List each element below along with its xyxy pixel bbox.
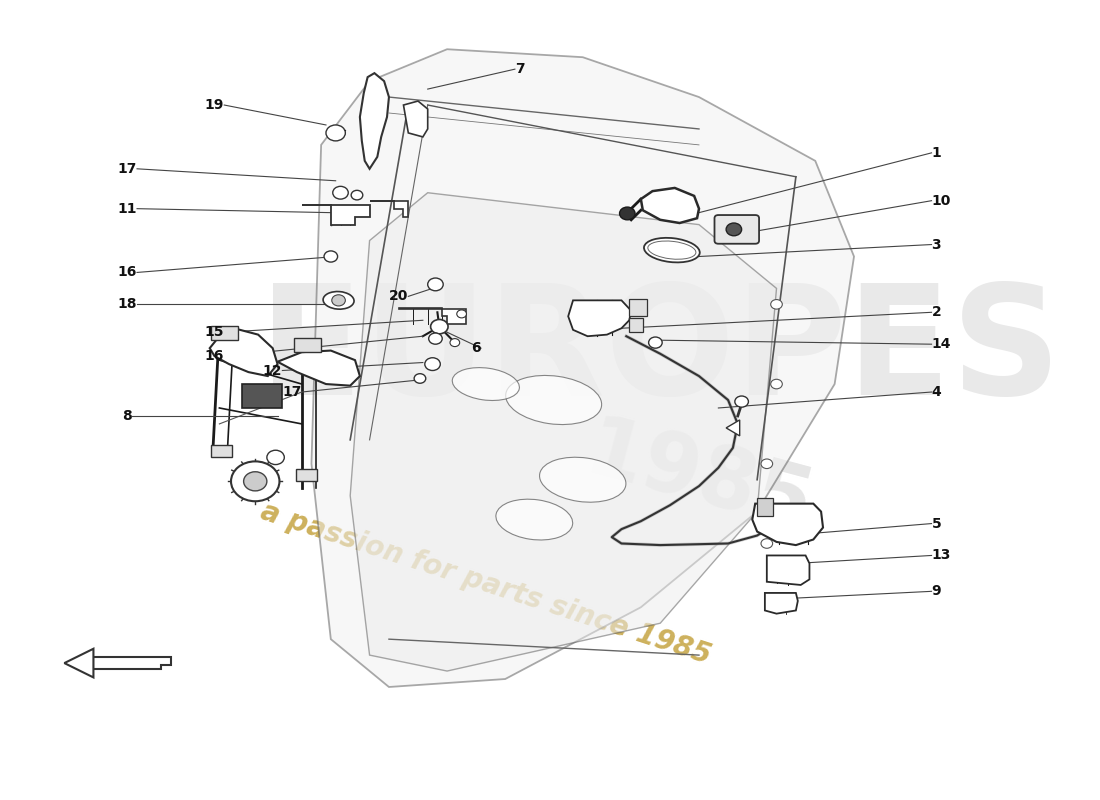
Circle shape [326,125,345,141]
Text: 15: 15 [205,326,224,339]
Bar [294,338,321,352]
Text: 19: 19 [205,98,224,112]
Text: 16: 16 [118,266,138,279]
Text: 12: 12 [263,363,283,378]
Circle shape [267,450,284,465]
Polygon shape [210,328,277,376]
Circle shape [429,333,442,344]
Text: 9: 9 [932,584,942,598]
Circle shape [771,379,782,389]
Bar [211,445,232,458]
Circle shape [428,278,443,290]
Bar [211,326,238,340]
Text: 17: 17 [283,385,301,399]
Polygon shape [301,205,370,225]
Polygon shape [641,188,698,223]
Text: 11: 11 [118,202,138,216]
Bar [629,318,642,332]
Polygon shape [398,308,466,324]
Circle shape [414,374,426,383]
Circle shape [649,337,662,348]
Text: 3: 3 [932,238,942,251]
Text: 17: 17 [118,162,138,176]
Polygon shape [404,101,428,137]
Bar [757,498,772,515]
Circle shape [761,459,772,469]
Text: 13: 13 [932,549,950,562]
Text: 1985: 1985 [576,410,822,549]
Polygon shape [764,593,798,614]
Circle shape [761,538,772,548]
Ellipse shape [648,241,696,259]
Text: 20: 20 [389,290,408,303]
Text: 7: 7 [515,62,525,76]
Circle shape [231,462,279,502]
Ellipse shape [452,368,519,401]
Polygon shape [370,201,408,217]
Circle shape [351,190,363,200]
Polygon shape [277,350,360,386]
Text: 2: 2 [932,306,942,319]
Ellipse shape [496,499,573,540]
Circle shape [450,338,460,346]
Text: 10: 10 [932,194,950,208]
Circle shape [771,299,782,309]
Text: EUROPES: EUROPES [260,278,1062,426]
Text: 18: 18 [118,298,138,311]
Circle shape [456,310,466,318]
Text: 6: 6 [472,341,481,355]
Circle shape [333,186,349,199]
Polygon shape [752,504,823,545]
Ellipse shape [506,375,602,425]
Circle shape [619,207,635,220]
Circle shape [243,472,267,491]
Polygon shape [65,649,94,678]
Text: 1: 1 [932,146,942,160]
Bar [296,469,317,482]
FancyBboxPatch shape [715,215,759,244]
Bar [629,298,647,316]
Text: 4: 4 [932,385,942,399]
Polygon shape [311,50,854,687]
Ellipse shape [323,291,354,309]
Circle shape [324,251,338,262]
Polygon shape [350,193,777,671]
Circle shape [735,396,748,407]
Text: 8: 8 [122,409,132,423]
Polygon shape [94,657,170,670]
Text: a passion for parts since 1985: a passion for parts since 1985 [257,497,715,670]
Text: 16: 16 [205,349,224,363]
Text: 14: 14 [932,337,952,351]
Bar [242,384,283,408]
Polygon shape [569,300,631,336]
Text: 5: 5 [932,517,942,530]
Polygon shape [360,73,389,169]
Circle shape [332,294,345,306]
Circle shape [425,358,440,370]
Ellipse shape [644,238,700,262]
Ellipse shape [539,458,626,502]
Polygon shape [767,555,810,585]
Circle shape [726,223,741,236]
Circle shape [430,319,448,334]
Polygon shape [726,420,739,436]
